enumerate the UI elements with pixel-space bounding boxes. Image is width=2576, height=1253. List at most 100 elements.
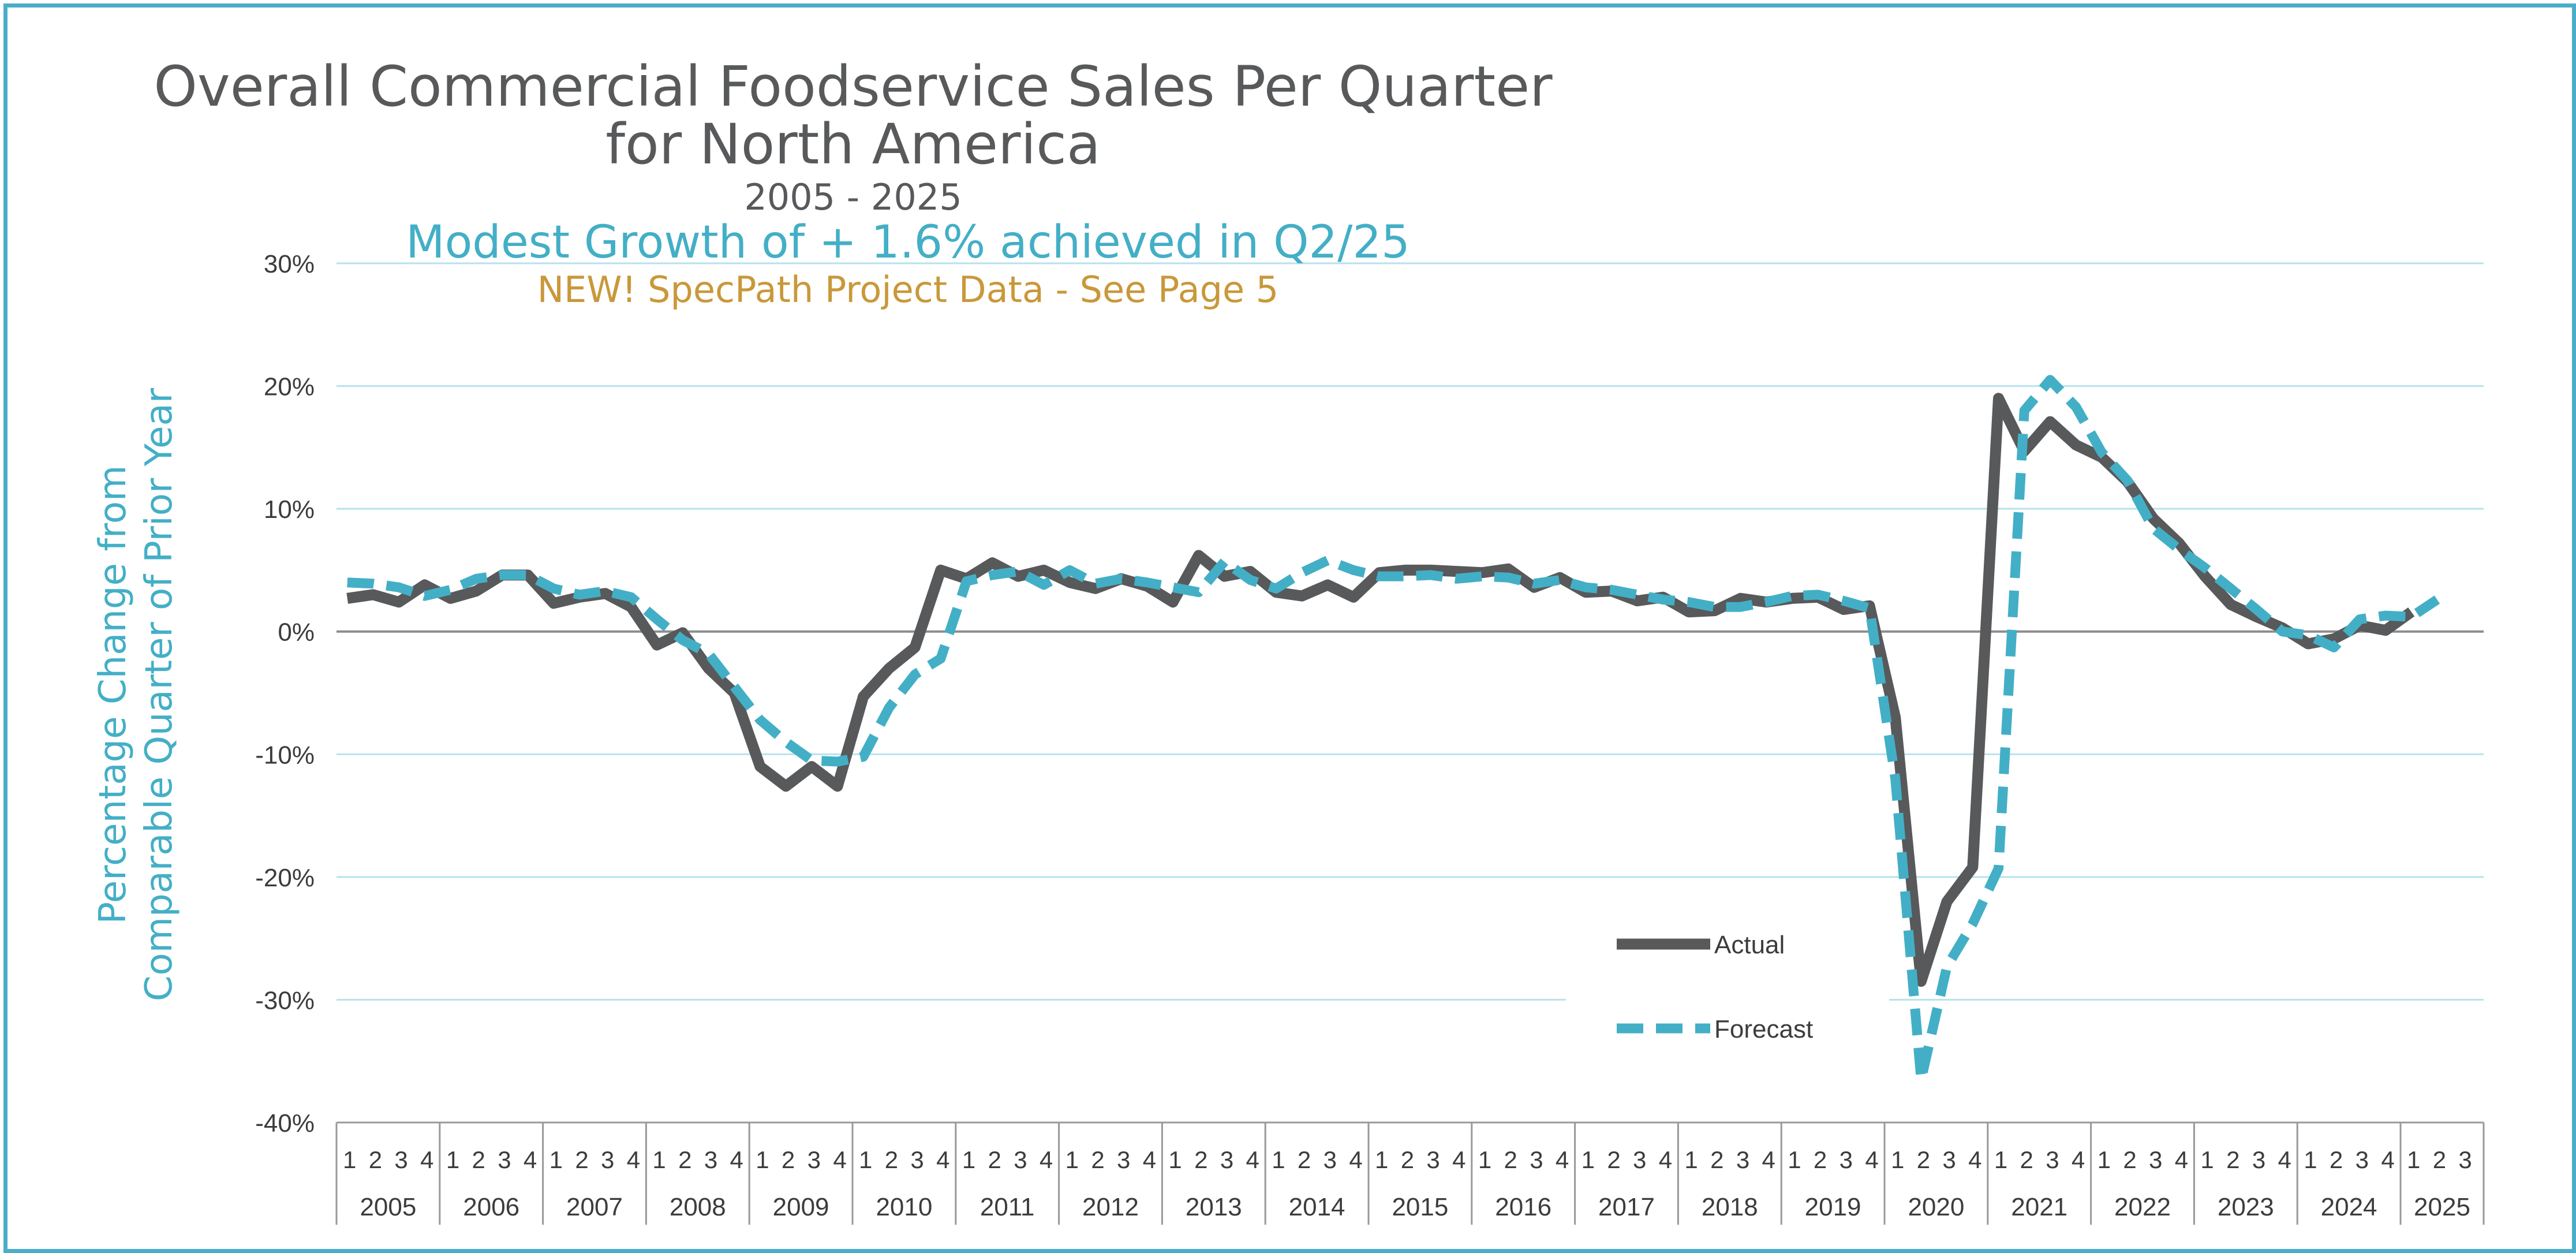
- series-line-actual: [346, 393, 2415, 987]
- quarter-tick-label: 4: [2072, 1146, 2085, 1173]
- quarter-tick-label: 3: [2149, 1146, 2162, 1173]
- quarter-tick-label: 1: [343, 1146, 356, 1173]
- legend-box: [1566, 908, 1889, 1064]
- y-tick-label: -20%: [255, 864, 315, 892]
- year-tick-label: 2015: [1392, 1193, 1448, 1221]
- quarter-tick-label: 4: [1659, 1146, 1672, 1173]
- quarter-tick-label: 3: [807, 1146, 821, 1173]
- y-tick-label: -30%: [255, 986, 315, 1015]
- quarter-tick-label: 1: [859, 1146, 872, 1173]
- quarter-tick-label: 1: [549, 1146, 563, 1173]
- quarter-tick-label: 4: [420, 1146, 433, 1173]
- y-tick-label: 0%: [278, 618, 315, 647]
- quarter-tick-label: 3: [2252, 1146, 2265, 1173]
- quarter-tick-label: 1: [2407, 1146, 2420, 1173]
- quarter-tick-label: 1: [1891, 1146, 1904, 1173]
- quarter-tick-label: 4: [833, 1146, 846, 1173]
- quarter-tick-label: 2: [678, 1146, 691, 1173]
- y-tick-label: -40%: [255, 1109, 315, 1138]
- quarter-tick-label: 1: [962, 1146, 975, 1173]
- quarter-tick-label: 4: [730, 1146, 743, 1173]
- year-tick-label: 2023: [2218, 1193, 2274, 1221]
- quarter-tick-label: 3: [1220, 1146, 1233, 1173]
- chart-title-line2: for North America: [605, 112, 1101, 177]
- chart-subtitle: Modest Growth of + 1.6% achieved in Q2/2…: [406, 217, 1409, 268]
- quarter-tick-label: 3: [1426, 1146, 1440, 1173]
- quarter-tick-label: 2: [1814, 1146, 1827, 1173]
- quarter-tick-label: 1: [1065, 1146, 1079, 1173]
- quarter-tick-label: 2: [1401, 1146, 1414, 1173]
- quarter-tick-label: 2: [575, 1146, 588, 1173]
- year-tick-label: 2011: [980, 1193, 1035, 1221]
- quarter-tick-label: 4: [1865, 1146, 1878, 1173]
- quarter-tick-label: 4: [1349, 1146, 1362, 1173]
- quarter-tick-label: 4: [1556, 1146, 1569, 1173]
- quarter-tick-label: 3: [1323, 1146, 1337, 1173]
- quarter-tick-label: 1: [652, 1146, 666, 1173]
- quarter-tick-label: 1: [446, 1146, 459, 1173]
- y-axis-label-line1: Percentage Change from: [92, 465, 134, 924]
- year-tick-label: 2014: [1289, 1193, 1345, 1221]
- year-tick-label: 2018: [1702, 1193, 1758, 1221]
- year-tick-label: 2022: [2114, 1193, 2171, 1221]
- y-tick-label: -10%: [255, 741, 315, 769]
- quarter-tick-label: 3: [2046, 1146, 2059, 1173]
- quarter-tick-label: 3: [1736, 1146, 1749, 1173]
- quarter-tick-label: 4: [2381, 1146, 2394, 1173]
- quarter-tick-label: 1: [1272, 1146, 1285, 1173]
- chart-date-range: 2005 - 2025: [744, 176, 962, 218]
- quarter-tick-label: 2: [885, 1146, 898, 1173]
- quarter-tick-label: 1: [1994, 1146, 2007, 1173]
- year-tick-label: 2017: [1598, 1193, 1655, 1221]
- year-tick-label: 2019: [1805, 1193, 1861, 1221]
- quarter-tick-label: 4: [1040, 1146, 1053, 1173]
- chart-note: NEW! SpecPath Project Data - See Page 5: [537, 268, 1279, 311]
- quarter-tick-label: 2: [988, 1146, 1001, 1173]
- quarter-tick-label: 2: [1607, 1146, 1620, 1173]
- quarter-tick-label: 3: [498, 1146, 511, 1173]
- legend-label-actual: Actual: [1714, 931, 1785, 959]
- quarter-tick-label: 3: [1633, 1146, 1646, 1173]
- series-line-forecast: [347, 375, 2440, 1085]
- chart-frame: 30% 20% 10% 0% -10% -20% -30% -40% 1 2 3 4 2005 1 2 3 4 2…: [3, 3, 2576, 1253]
- quarter-tick-label: 3: [601, 1146, 614, 1173]
- quarter-tick-label: 4: [1452, 1146, 1465, 1173]
- quarter-tick-label: 4: [524, 1146, 537, 1173]
- year-tick-label: 2008: [670, 1193, 726, 1221]
- quarter-tick-label: 4: [1762, 1146, 1775, 1173]
- quarter-tick-label: 2: [1298, 1146, 1311, 1173]
- year-tick-label: 2007: [566, 1193, 623, 1221]
- year-tick-label: 2005: [360, 1193, 416, 1221]
- year-tick-label: 2024: [2321, 1193, 2377, 1221]
- quarter-tick-label: 4: [2278, 1146, 2291, 1173]
- year-tick-label: 2009: [773, 1193, 829, 1221]
- quarter-tick-label: 3: [1117, 1146, 1130, 1173]
- y-tick-label: 30%: [264, 250, 315, 278]
- quarter-tick-label: 2: [472, 1146, 485, 1173]
- legend-label-forecast: Forecast: [1714, 1015, 1813, 1043]
- year-tick-label: 2010: [876, 1193, 932, 1221]
- quarter-tick-label: 4: [1143, 1146, 1156, 1173]
- quarter-tick-label: 1: [1478, 1146, 1491, 1173]
- year-tick-label: 2006: [463, 1193, 519, 1221]
- year-tick-label: 2013: [1186, 1193, 1242, 1221]
- quarter-tick-label: 1: [2200, 1146, 2214, 1173]
- quarter-tick-label: 4: [1246, 1146, 1259, 1173]
- quarter-tick-label: 1: [2304, 1146, 2317, 1173]
- quarter-tick-label: 3: [704, 1146, 717, 1173]
- year-tick-label: 2021: [2011, 1193, 2067, 1221]
- quarter-tick-label: 2: [1194, 1146, 1207, 1173]
- quarter-tick-label: 1: [1582, 1146, 1595, 1173]
- quarter-tick-label: 3: [1840, 1146, 1853, 1173]
- quarter-tick-label: 4: [627, 1146, 640, 1173]
- quarter-tick-label: 1: [1788, 1146, 1801, 1173]
- quarter-tick-label: 2: [2123, 1146, 2136, 1173]
- quarter-tick-label: 3: [2458, 1146, 2472, 1173]
- quarter-tick-label: 4: [936, 1146, 949, 1173]
- quarter-tick-label: 3: [1014, 1146, 1027, 1173]
- year-tick-label: 2025: [2414, 1193, 2470, 1221]
- quarter-tick-label: 2: [1917, 1146, 1930, 1173]
- quarter-tick-label: 3: [394, 1146, 407, 1173]
- quarter-tick-label: 3: [2356, 1146, 2369, 1173]
